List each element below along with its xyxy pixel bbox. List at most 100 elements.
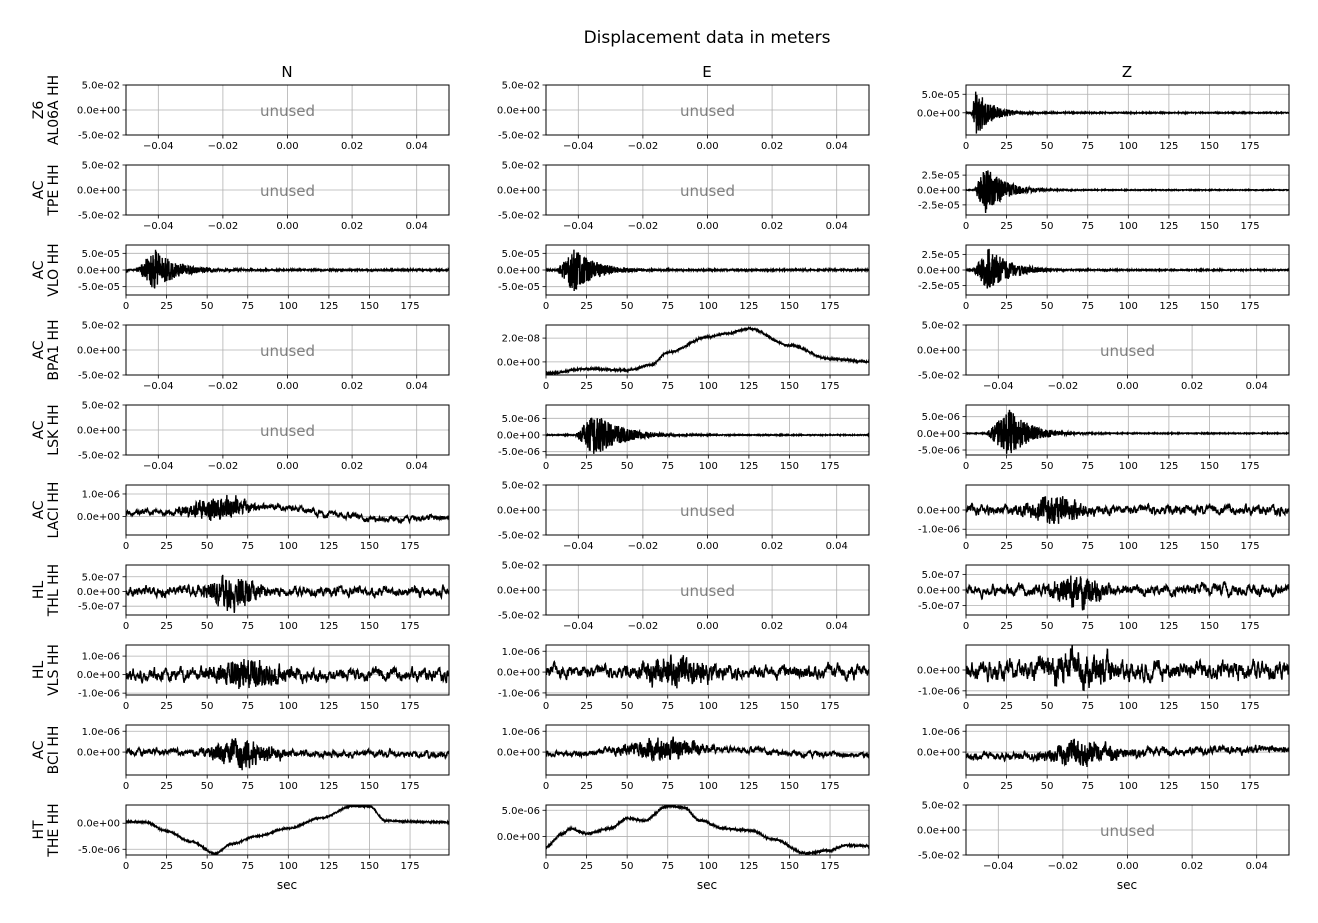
panel-row3-e: 0 25 50 75 100 125 150 175 2.0e-08 0.0e+00 [497, 324, 870, 392]
panel-row3-n: unused −0.04 −0.02 0.00 0.02 0.04 5.0e-02 0.0e+… [77, 321, 450, 392]
x-tick-label: 75 [661, 381, 674, 392]
x-tick-label: 50 [1041, 541, 1054, 552]
x-tick-label: 100 [279, 701, 298, 712]
x-tick-label: 125 [319, 701, 338, 712]
x-tick-label: 150 [1200, 621, 1219, 632]
x-tick-label: 0 [963, 221, 969, 232]
x-tick-label: 150 [780, 301, 799, 312]
x-tick-label: 125 [1159, 461, 1178, 472]
x-tick-label: −0.02 [208, 461, 239, 472]
y-tick-label: -5.0e-05 [498, 282, 540, 293]
panel-row2-z: 0 25 50 75 100 125 150 175 2.5e-05 0.0e+00 -2.5e-0… [917, 244, 1290, 312]
x-tick-label: 0.00 [1116, 861, 1138, 872]
x-tick-label: 0 [123, 621, 129, 632]
x-tick-label: −0.04 [143, 461, 174, 472]
x-tick-label: 0.00 [276, 381, 298, 392]
x-tick-label: −0.04 [563, 141, 594, 152]
x-tick-label: 0.02 [761, 621, 783, 632]
x-tick-label: 75 [1081, 461, 1094, 472]
x-tick-label: 0 [543, 701, 549, 712]
x-tick-label: 100 [279, 301, 298, 312]
row-station-label: BCI HH [46, 726, 62, 775]
x-tick-label: 0 [963, 541, 969, 552]
y-tick-label: -5.0e-02 [78, 451, 120, 462]
row-label: HL THL HH [31, 564, 62, 617]
x-tick-label: −0.02 [208, 141, 239, 152]
y-tick-label: 5.0e-02 [922, 321, 960, 332]
x-tick-label: 0 [963, 701, 969, 712]
trace-line [966, 645, 1289, 692]
x-tick-label: 125 [1159, 701, 1178, 712]
panel-row1-e: unused −0.04 −0.02 0.00 0.02 0.04 5.0e-02 0.0e+… [497, 161, 870, 232]
x-tick-label: 0.04 [826, 541, 848, 552]
x-tick-label: 150 [780, 861, 799, 872]
trace-line [126, 574, 449, 613]
x-tick-label: 125 [1159, 781, 1178, 792]
panel-frame [545, 404, 870, 456]
panel-frame [125, 644, 450, 696]
trace-line [546, 736, 869, 763]
x-tick-label: −0.04 [143, 141, 174, 152]
panel-row4-n: unused −0.04 −0.02 0.00 0.02 0.04 5.0e-02 0.0e+… [77, 401, 450, 472]
x-tick-label: 150 [1200, 221, 1219, 232]
x-tick-label: 150 [360, 301, 379, 312]
panel-frame [965, 404, 1290, 456]
x-tick-label: 75 [1081, 301, 1094, 312]
y-tick-label: -2.5e-05 [918, 200, 960, 211]
x-tick-label: −0.02 [1048, 861, 1079, 872]
y-tick-label: -2.5e-05 [918, 281, 960, 292]
x-tick-label: 75 [1081, 701, 1094, 712]
x-tick-label: 175 [1240, 781, 1259, 792]
x-tick-label: 100 [279, 781, 298, 792]
unused-label: unused [680, 502, 735, 520]
trace-line [966, 248, 1289, 289]
x-tick-label: 175 [1240, 541, 1259, 552]
x-tick-label: 150 [1200, 541, 1219, 552]
y-tick-label: 2.5e-05 [922, 250, 960, 261]
x-tick-label: 50 [201, 541, 214, 552]
x-tick-label: 0.04 [826, 141, 848, 152]
x-tick-label: 100 [699, 381, 718, 392]
y-tick-label: 0.0e+00 [497, 266, 540, 277]
x-tick-label: −0.02 [628, 621, 659, 632]
x-tick-label: 0.00 [696, 621, 718, 632]
x-tick-label: 50 [621, 301, 634, 312]
x-tick-label: −0.02 [208, 381, 239, 392]
y-tick-label: -1.0e-06 [918, 525, 960, 536]
x-tick-label: 150 [1200, 301, 1219, 312]
x-tick-label: 50 [1041, 461, 1054, 472]
y-tick-label: 0.0e+00 [497, 748, 540, 759]
panel-frame [545, 324, 870, 376]
y-tick-label: 5.0e-07 [922, 570, 960, 581]
x-tick-label: 125 [739, 381, 758, 392]
panel-row0-z: 0 25 50 75 100 125 150 175 5.0e-05 0.0e+00 [917, 84, 1290, 152]
x-tick-label: 0.04 [406, 381, 428, 392]
y-tick-label: 0.0e+00 [917, 429, 960, 440]
panels: unused −0.04 −0.02 0.00 0.02 0.04 5.0e-02 0.0e+… [77, 81, 1290, 872]
y-tick-label: 5.0e-02 [82, 81, 120, 92]
x-tick-label: 75 [1081, 621, 1094, 632]
x-tick-label: 0.04 [826, 221, 848, 232]
x-tick-label: −0.04 [143, 221, 174, 232]
y-tick-label: -1.0e-06 [498, 688, 540, 699]
trace-line [126, 249, 449, 289]
x-tick-label: 175 [1240, 701, 1259, 712]
x-tick-label: 175 [400, 781, 419, 792]
y-tick-label: 1.0e-06 [82, 489, 120, 500]
y-tick-label: 5.0e-06 [922, 412, 960, 423]
x-tick-label: 100 [279, 621, 298, 632]
x-tick-label: 0.00 [696, 541, 718, 552]
row-network-label: AC [31, 500, 47, 519]
y-tick-label: 2.5e-05 [922, 171, 960, 182]
x-tick-label: 125 [739, 861, 758, 872]
x-tick-label: 100 [699, 461, 718, 472]
x-tick-label: 0.02 [761, 141, 783, 152]
y-tick-label: -5.0e-06 [78, 845, 120, 856]
x-tick-label: 175 [400, 541, 419, 552]
panel-frame [125, 484, 450, 536]
x-tick-label: 150 [360, 861, 379, 872]
x-tick-label: 50 [1041, 301, 1054, 312]
panel-row2-n: 0 25 50 75 100 125 150 175 5.0e-05 0.0e+00 -5.0e-0… [77, 244, 450, 312]
trace-line [966, 738, 1289, 768]
panel-row7-n: 0 25 50 75 100 125 150 175 1.0e-06 0.0e+00 -1.0e-0… [77, 644, 450, 712]
